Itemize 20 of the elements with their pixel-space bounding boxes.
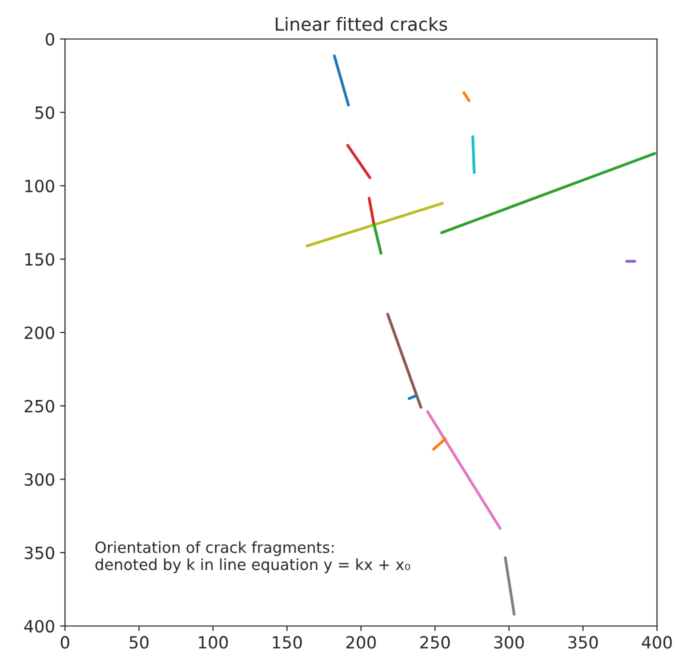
x-tick-label: 0 xyxy=(60,636,70,649)
x-tick-label: 300 xyxy=(494,636,524,649)
x-tick-label: 100 xyxy=(198,636,228,649)
x-tick-label: 250 xyxy=(420,636,450,649)
x-tick-label: 400 xyxy=(642,636,672,649)
x-tick-label: 150 xyxy=(272,636,302,649)
x-tick-label: 350 xyxy=(568,636,598,649)
y-tick-label: 0 xyxy=(46,32,54,46)
x-tick-label: 200 xyxy=(346,636,376,649)
y-tick-label: 250 xyxy=(24,400,54,412)
y-tick-label: 300 xyxy=(24,473,54,486)
y-tick-label: 350 xyxy=(24,546,54,560)
y-tick-label: 150 xyxy=(25,253,54,266)
chart-title: Linear fitted cracks xyxy=(276,16,448,31)
y-tick-label: 400 xyxy=(24,620,54,633)
annotation: Orientation of crack fragments: denoted by k in line equation y = kx + x₀ xyxy=(95,541,410,574)
y-tick-label: 200 xyxy=(24,326,54,340)
y-tick-label: 100 xyxy=(25,180,54,192)
x-tick-label: 50 xyxy=(130,636,148,649)
y-tick-label: 50 xyxy=(35,106,54,119)
